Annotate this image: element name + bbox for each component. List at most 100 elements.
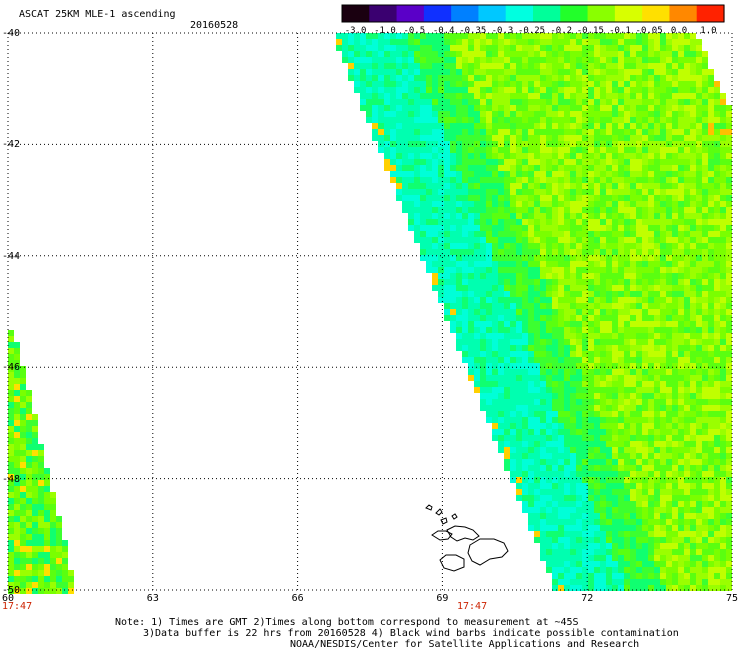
swath-pixel <box>8 444 14 450</box>
swath-pixel <box>696 75 702 81</box>
swath-pixel <box>552 375 558 381</box>
swath-pixel <box>696 573 702 579</box>
swath-pixel <box>690 339 696 345</box>
swath-pixel <box>660 93 666 99</box>
swath-pixel <box>624 453 630 459</box>
swath-pixel <box>456 75 462 81</box>
swath-pixel <box>576 327 582 333</box>
swath-pixel <box>546 219 552 225</box>
swath-pixel <box>396 39 402 45</box>
swath-pixel <box>456 39 462 45</box>
swath-pixel <box>618 87 624 93</box>
swath-pixel <box>654 249 660 255</box>
swath-pixel <box>612 321 618 327</box>
swath-pixel <box>648 147 654 153</box>
swath-pixel <box>534 177 540 183</box>
swath-pixel <box>534 249 540 255</box>
swath-pixel <box>666 243 672 249</box>
swath-pixel <box>558 165 564 171</box>
swath-pixel <box>624 255 630 261</box>
swath-pixel <box>408 141 414 147</box>
swath-pixel <box>684 483 690 489</box>
swath-pixel <box>558 297 564 303</box>
swath-pixel <box>480 141 486 147</box>
swath-pixel <box>570 423 576 429</box>
swath-pixel <box>714 483 720 489</box>
swath-pixel <box>516 309 522 315</box>
swath-pixel <box>618 183 624 189</box>
swath-pixel <box>672 561 678 567</box>
swath-pixel <box>504 321 510 327</box>
swath-pixel <box>576 81 582 87</box>
swath-pixel <box>642 483 648 489</box>
swath-pixel <box>540 363 546 369</box>
swath-pixel <box>372 69 378 75</box>
swath-pixel <box>456 33 462 39</box>
swath-pixel <box>390 165 396 171</box>
swath-pixel <box>456 63 462 69</box>
swath-pixel <box>20 462 26 468</box>
swath-pixel <box>714 105 720 111</box>
swath-pixel <box>582 45 588 51</box>
swath-pixel <box>720 459 726 465</box>
swath-pixel <box>516 339 522 345</box>
swath-pixel <box>630 405 636 411</box>
swath-pixel <box>630 411 636 417</box>
swath-pixel <box>462 69 468 75</box>
swath-pixel <box>8 504 14 510</box>
swath-pixel <box>438 177 444 183</box>
swath-pixel <box>582 561 588 567</box>
swath-pixel <box>516 219 522 225</box>
swath-pixel <box>26 414 32 420</box>
swath-pixel <box>432 33 438 39</box>
swath-pixel <box>684 321 690 327</box>
swath-pixel <box>600 375 606 381</box>
swath-pixel <box>600 273 606 279</box>
swath-pixel <box>564 477 570 483</box>
swath-pixel <box>624 225 630 231</box>
swath-pixel <box>462 33 468 39</box>
swath-pixel <box>540 117 546 123</box>
swath-pixel <box>516 33 522 39</box>
swath-pixel <box>702 543 708 549</box>
swath-pixel <box>570 357 576 363</box>
swath-pixel <box>714 159 720 165</box>
swath-pixel <box>594 225 600 231</box>
swath-pixel <box>20 408 26 414</box>
swath-pixel <box>660 537 666 543</box>
swath-pixel <box>486 99 492 105</box>
swath-pixel <box>420 183 426 189</box>
swath-pixel <box>684 375 690 381</box>
swath-pixel <box>702 405 708 411</box>
swath-pixel <box>558 231 564 237</box>
swath-pixel <box>588 471 594 477</box>
swath-pixel <box>342 57 348 63</box>
swath-pixel <box>666 543 672 549</box>
swath-pixel <box>468 351 474 357</box>
swath-pixel <box>528 141 534 147</box>
swath-pixel <box>606 81 612 87</box>
swath-pixel <box>498 369 504 375</box>
swath-pixel <box>516 375 522 381</box>
swath-pixel <box>510 297 516 303</box>
swath-pixel <box>564 531 570 537</box>
swath-pixel <box>726 363 732 369</box>
swath-pixel <box>582 69 588 75</box>
swath-pixel <box>540 453 546 459</box>
colorbar-label: -0.1 <box>609 26 631 36</box>
swath-pixel <box>618 363 624 369</box>
swath-pixel <box>588 303 594 309</box>
swath-pixel <box>672 375 678 381</box>
swath-pixel <box>672 393 678 399</box>
swath-pixel <box>654 207 660 213</box>
swath-pixel <box>414 183 420 189</box>
swath-pixel <box>540 423 546 429</box>
swath-pixel <box>474 81 480 87</box>
swath-pixel <box>516 321 522 327</box>
swath-pixel <box>630 81 636 87</box>
swath-pixel <box>660 123 666 129</box>
swath-pixel <box>498 213 504 219</box>
swath-pixel <box>342 39 348 45</box>
swath-pixel <box>444 111 450 117</box>
swath-pixel <box>456 279 462 285</box>
